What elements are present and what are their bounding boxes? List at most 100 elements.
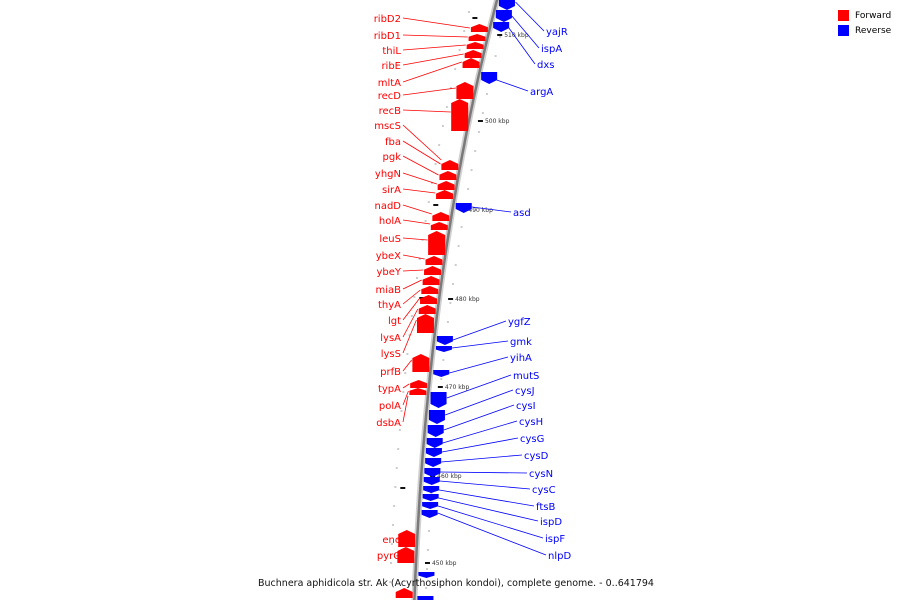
reverse-gene-block — [435, 346, 452, 352]
forward-leader-line — [402, 172, 438, 185]
reverse-gene-label: nlpD — [548, 551, 571, 562]
reverse-gene-block — [436, 336, 453, 345]
reverse-gene-label: dxs — [537, 60, 554, 71]
forward-gene-block — [436, 190, 454, 199]
scale-tick — [424, 562, 430, 564]
forward-leader-line — [402, 17, 470, 29]
scale-tick-label: 470 kbp — [445, 384, 470, 391]
reverse-leader-line — [515, 1, 545, 32]
forward-leader-line — [402, 279, 422, 290]
forward-leader-line — [402, 188, 436, 194]
forward-gene-block — [462, 58, 480, 68]
forward-gene-block — [420, 295, 438, 304]
reverse-gene-label: cysG — [520, 434, 544, 445]
dark-dash — [472, 17, 478, 19]
dark-dash — [400, 487, 406, 489]
reverse-gene-label: mutS — [513, 371, 539, 382]
reverse-gene-block — [426, 438, 443, 448]
forward-gene-block — [422, 276, 440, 285]
reverse-leader-line — [471, 206, 512, 213]
scale-tick-label: 510 kbp — [504, 32, 529, 39]
forward-gene-label: ribE — [381, 61, 401, 72]
reverse-leader-line — [452, 320, 507, 341]
forward-gene-block — [451, 99, 469, 131]
forward-gene-label: dsbA — [376, 418, 401, 429]
reverse-gene-label: cysD — [524, 451, 549, 462]
forward-gene-block — [395, 588, 413, 598]
forward-leader-line — [402, 124, 442, 161]
forward-gene-label: thiL — [382, 46, 401, 57]
scale-tick-label: 480 kbp — [455, 296, 480, 303]
forward-swatch — [838, 10, 849, 21]
reverse-gene-label: yajR — [546, 27, 568, 38]
forward-gene-block — [466, 42, 484, 49]
reverse-leader-line — [437, 512, 547, 556]
forward-gene-block — [410, 380, 428, 388]
reverse-leader-line — [452, 340, 509, 349]
backbone — [413, 0, 499, 600]
forward-gene-block — [470, 24, 488, 32]
reverse-gene-label: cysN — [529, 469, 553, 480]
reverse-gene-label: argA — [530, 87, 553, 98]
forward-gene-label: typA — [378, 384, 401, 395]
reverse-leader-line — [449, 356, 509, 374]
reverse-leader-line — [496, 79, 529, 92]
forward-leader-line — [402, 237, 428, 241]
reverse-gene-label: cysJ — [515, 386, 535, 397]
reverse-gene-label: cysH — [519, 417, 543, 428]
forward-gene-block — [441, 160, 459, 170]
forward-leader-line — [402, 383, 410, 389]
forward-gene-block — [424, 266, 442, 275]
forward-gene-block — [468, 34, 486, 41]
forward-gene-label: holA — [379, 216, 401, 227]
scale-tick — [437, 386, 443, 388]
forward-gene-block — [430, 222, 448, 230]
forward-gene-label: thyA — [378, 300, 401, 311]
forward-leader-line — [402, 219, 431, 225]
reverse-gene-block — [417, 596, 434, 600]
forward-gene-block — [412, 354, 430, 372]
reverse-leader-line — [441, 454, 523, 463]
forward-leader-line — [402, 44, 466, 51]
forward-gene-label: lgt — [388, 316, 401, 327]
reverse-gene-block — [421, 510, 438, 518]
forward-gene-label: ybeX — [376, 251, 401, 262]
legend-forward-label: Forward — [855, 10, 892, 21]
forward-leader-line — [402, 53, 464, 66]
forward-gene-label: polA — [379, 401, 401, 412]
reverse-leader-line — [439, 480, 531, 490]
reverse-gene-label: ispF — [545, 534, 565, 545]
reverse-gene-label: gmk — [510, 337, 532, 348]
scale-tick-label: 460 kbp — [437, 473, 462, 480]
forward-gene-label: miaB — [375, 285, 401, 296]
forward-leader-line — [402, 298, 420, 321]
legend-reverse-label: Reverse — [855, 25, 892, 36]
reverse-leader-line — [508, 27, 536, 65]
dark-dash — [433, 204, 439, 206]
reverse-gene-label: yihA — [510, 353, 532, 364]
forward-gene-label: lysA — [380, 333, 401, 344]
reverse-leader-line — [442, 420, 518, 444]
reverse-gene-label: cysI — [516, 401, 536, 412]
forward-leader-line — [396, 554, 404, 557]
legend-reverse: Reverse — [838, 23, 891, 38]
forward-gene-label: recD — [378, 91, 402, 102]
reverse-leader-line — [439, 489, 535, 507]
legend: Forward Reverse — [838, 8, 891, 38]
forward-leader-line — [402, 269, 424, 272]
forward-gene-label: leuS — [379, 234, 401, 245]
reverse-leader-line — [446, 374, 512, 399]
forward-leader-line — [402, 319, 417, 354]
reverse-gene-block — [428, 410, 445, 424]
forward-gene-label: sirA — [382, 185, 401, 196]
reverse-leader-line — [443, 404, 515, 431]
forward-leader-line — [402, 289, 421, 305]
forward-gene-block — [398, 530, 416, 547]
reverse-gene-label: cysC — [532, 485, 556, 496]
forward-gene-label: nadD — [374, 201, 401, 212]
forward-gene-block — [397, 547, 415, 563]
forward-gene-block — [416, 314, 434, 333]
scale-tick-label: 450 kbp — [432, 560, 457, 567]
reverse-gene-label: ispD — [540, 517, 562, 528]
